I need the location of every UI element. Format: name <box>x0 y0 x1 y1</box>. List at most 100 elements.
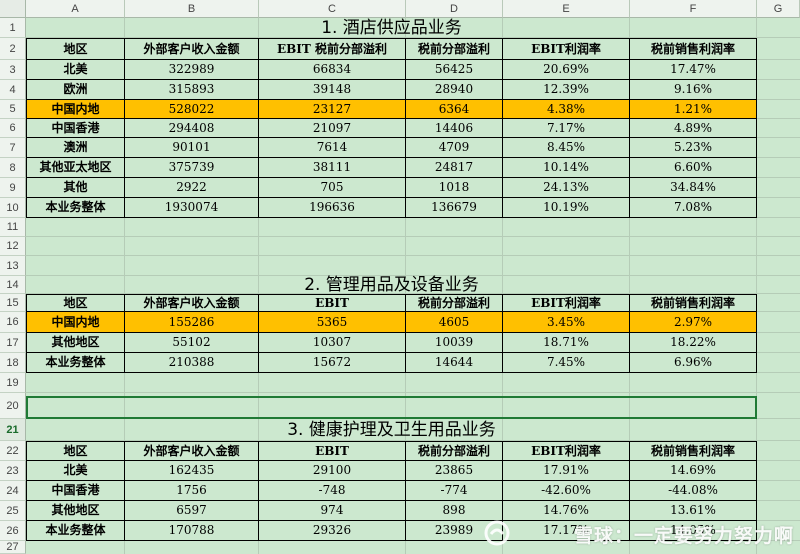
value-cell[interactable]: 29100 <box>259 461 406 481</box>
value-cell[interactable]: 898 <box>406 501 503 521</box>
header-cell[interactable]: EBIT利润率 <box>503 441 630 461</box>
region-cell[interactable]: 中国内地 <box>26 100 125 119</box>
row-header-9[interactable]: 9 <box>0 178 26 198</box>
row-header-4[interactable]: 4 <box>0 80 26 100</box>
header-cell[interactable]: 外部客户收入金额 <box>125 38 259 60</box>
value-cell[interactable]: 24817 <box>406 158 503 178</box>
value-cell[interactable]: 14644 <box>406 353 503 373</box>
value-cell[interactable]: 10.19% <box>503 198 630 218</box>
value-cell[interactable]: 12.39% <box>503 80 630 100</box>
row-header-3[interactable]: 3 <box>0 60 26 80</box>
value-cell[interactable]: 162435 <box>125 461 259 481</box>
column-header-d[interactable]: D <box>406 0 503 18</box>
value-cell[interactable]: 55102 <box>125 333 259 353</box>
section-title-3[interactable]: 3. 健康护理及卫生用品业务 <box>287 420 496 440</box>
column-header-c[interactable]: C <box>259 0 406 18</box>
region-cell[interactable]: 北美 <box>26 60 125 80</box>
value-cell[interactable]: 375739 <box>125 158 259 178</box>
row-header-13[interactable]: 13 <box>0 256 26 276</box>
value-cell[interactable]: 34.84% <box>630 178 757 198</box>
value-cell[interactable]: 28940 <box>406 80 503 100</box>
value-cell[interactable]: 170788 <box>125 521 259 541</box>
row-header-20[interactable]: 20 <box>0 393 26 419</box>
header-cell[interactable]: EBIT利润率 <box>503 294 630 312</box>
row-header-1[interactable]: 1 <box>0 18 26 38</box>
value-cell[interactable]: 23865 <box>406 461 503 481</box>
value-cell[interactable]: 3.45% <box>503 312 630 333</box>
value-cell[interactable]: 24.13% <box>503 178 630 198</box>
region-cell[interactable]: 中国内地 <box>26 312 125 333</box>
region-cell[interactable]: 中国香港 <box>26 481 125 501</box>
value-cell[interactable]: 5365 <box>259 312 406 333</box>
value-cell[interactable]: 23127 <box>259 100 406 119</box>
value-cell[interactable]: 196636 <box>259 198 406 218</box>
region-cell[interactable]: 澳洲 <box>26 138 125 158</box>
value-cell[interactable]: 17.47% <box>630 60 757 80</box>
value-cell[interactable]: 17.17% <box>503 521 630 541</box>
value-cell[interactable]: 9.16% <box>630 80 757 100</box>
value-cell[interactable]: 29326 <box>259 521 406 541</box>
value-cell[interactable]: 10.14% <box>503 158 630 178</box>
value-cell[interactable]: 1018 <box>406 178 503 198</box>
value-cell[interactable]: 10039 <box>406 333 503 353</box>
row-header-23[interactable]: 23 <box>0 461 26 481</box>
row-header-10[interactable]: 10 <box>0 198 26 218</box>
value-cell[interactable]: 56425 <box>406 60 503 80</box>
value-cell[interactable]: 6597 <box>125 501 259 521</box>
value-cell[interactable]: 4.38% <box>503 100 630 119</box>
row-header-5[interactable]: 5 <box>0 100 26 119</box>
value-cell[interactable]: 705 <box>259 178 406 198</box>
value-cell[interactable]: 14.05% <box>630 521 757 541</box>
value-cell[interactable]: 294408 <box>125 119 259 138</box>
row-header-12[interactable]: 12 <box>0 237 26 256</box>
region-cell[interactable]: 中国香港 <box>26 119 125 138</box>
value-cell[interactable]: 155286 <box>125 312 259 333</box>
section-title-2[interactable]: 2. 管理用品及设备业务 <box>304 275 479 295</box>
header-cell[interactable]: 税前销售利润率 <box>630 38 757 60</box>
value-cell[interactable]: 38111 <box>259 158 406 178</box>
value-cell[interactable]: 210388 <box>125 353 259 373</box>
column-header-e[interactable]: E <box>503 0 630 18</box>
region-cell[interactable]: 欧洲 <box>26 80 125 100</box>
row-header-6[interactable]: 6 <box>0 119 26 138</box>
value-cell[interactable]: 39148 <box>259 80 406 100</box>
value-cell[interactable]: 10307 <box>259 333 406 353</box>
header-cell[interactable]: 外部客户收入金额 <box>125 441 259 461</box>
value-cell[interactable]: 7.45% <box>503 353 630 373</box>
value-cell[interactable]: 14406 <box>406 119 503 138</box>
value-cell[interactable]: 2922 <box>125 178 259 198</box>
value-cell[interactable]: 21097 <box>259 119 406 138</box>
region-cell[interactable]: 其他地区 <box>26 333 125 353</box>
value-cell[interactable]: 6.60% <box>630 158 757 178</box>
row-header-21[interactable]: 21 <box>0 419 26 441</box>
header-cell[interactable]: 地区 <box>26 38 125 60</box>
value-cell[interactable]: 6364 <box>406 100 503 119</box>
row-header-18[interactable]: 18 <box>0 353 26 373</box>
header-cell[interactable]: 税前销售利润率 <box>630 441 757 461</box>
row-header-14[interactable]: 14 <box>0 276 26 294</box>
row-header-24[interactable]: 24 <box>0 481 26 501</box>
value-cell[interactable]: 136679 <box>406 198 503 218</box>
row-header-19[interactable]: 19 <box>0 373 26 393</box>
value-cell[interactable]: 90101 <box>125 138 259 158</box>
value-cell[interactable]: 14.76% <box>503 501 630 521</box>
value-cell[interactable]: 20.69% <box>503 60 630 80</box>
value-cell[interactable]: 14.69% <box>630 461 757 481</box>
row-header-8[interactable]: 8 <box>0 158 26 178</box>
value-cell[interactable]: 17.91% <box>503 461 630 481</box>
value-cell[interactable]: 4709 <box>406 138 503 158</box>
column-header-a[interactable]: A <box>26 0 125 18</box>
value-cell[interactable]: 7.17% <box>503 119 630 138</box>
header-cell[interactable]: 税前分部溢利 <box>406 441 503 461</box>
value-cell[interactable]: -44.08% <box>630 481 757 501</box>
region-cell[interactable]: 其他地区 <box>26 501 125 521</box>
value-cell[interactable]: 974 <box>259 501 406 521</box>
region-cell[interactable]: 本业务整体 <box>26 353 125 373</box>
value-cell[interactable]: -42.60% <box>503 481 630 501</box>
value-cell[interactable]: 66834 <box>259 60 406 80</box>
header-cell[interactable]: 税前分部溢利 <box>406 38 503 60</box>
value-cell[interactable]: 528022 <box>125 100 259 119</box>
value-cell[interactable]: 315893 <box>125 80 259 100</box>
row-header-11[interactable]: 11 <box>0 218 26 237</box>
